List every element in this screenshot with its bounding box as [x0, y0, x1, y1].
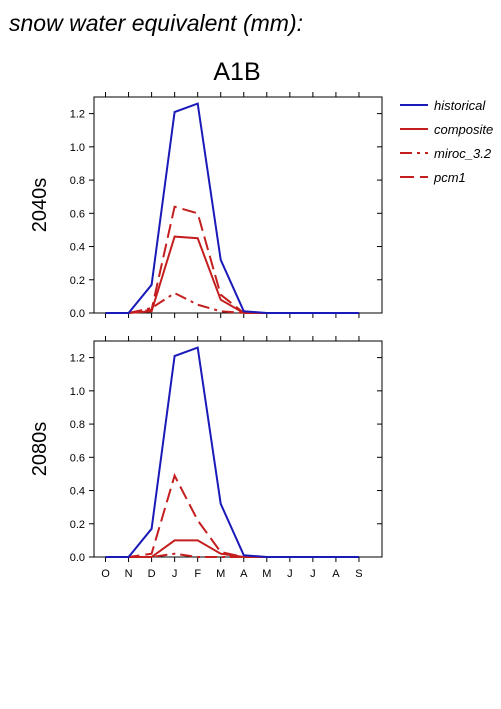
y-tick-label: 0.4: [70, 486, 85, 498]
figure-title: snow water equivalent (mm):: [9, 10, 303, 36]
series-line-pcm1: [105, 205, 359, 314]
x-tick-label: A: [240, 568, 248, 580]
x-tick-label: F: [194, 568, 201, 580]
y-tick-label: 0.0: [70, 552, 85, 564]
y-tick-label: 0.2: [70, 519, 85, 531]
panel-2040s: 0.0 0.2 0.4 0.6 0.8 1.0 1.2 2040s: [29, 92, 383, 320]
legend-label: miroc_3.2: [434, 146, 492, 161]
x-tick-label: A: [332, 568, 340, 580]
legend: historical composite miroc_3.2 pcm1: [400, 98, 493, 185]
panel-label: 2040s: [29, 178, 51, 233]
x-tick-label: D: [148, 568, 156, 580]
x-tick-label: S: [355, 568, 362, 580]
y-tick-label: 0.8: [70, 175, 85, 187]
x-tick-label: O: [101, 568, 110, 580]
y-tick-label: 0.8: [70, 419, 85, 431]
legend-label: historical: [434, 98, 486, 113]
y-tick-label: 0.4: [70, 242, 85, 254]
legend-label: pcm1: [433, 170, 466, 185]
series-line-historical: [105, 102, 359, 314]
y-tick-label: 0.0: [70, 308, 85, 320]
series-line-composite: [105, 235, 359, 314]
y-tick-label: 0.2: [70, 275, 85, 287]
y-tick-label: 1.0: [70, 142, 85, 154]
y-tick-label: 0.6: [70, 452, 85, 464]
x-tick-label: J: [310, 568, 316, 580]
x-tick-label: N: [125, 568, 133, 580]
x-tick-label: M: [262, 568, 271, 580]
x-tick-label: J: [287, 568, 293, 580]
y-tick-label: 1.2: [70, 353, 85, 365]
series-line-pcm1: [105, 472, 359, 558]
panel-label: 2080s: [29, 422, 51, 477]
x-tick-label: M: [216, 568, 225, 580]
panel-2080s: 0.0 0.2 0.4 0.6 0.8 1.0 1.2 O N D J F M A M J J A S 2080s: [29, 336, 383, 580]
y-tick-label: 0.6: [70, 208, 85, 220]
x-tick-label: J: [172, 568, 178, 580]
legend-label: composite: [434, 122, 493, 137]
y-tick-label: 1.2: [70, 109, 85, 121]
plot-frame: [93, 340, 383, 558]
y-tick-label: 1.0: [70, 386, 85, 398]
series-line-historical: [105, 346, 359, 558]
scenario-title: A1B: [213, 58, 260, 86]
plot-frame: [93, 96, 383, 314]
